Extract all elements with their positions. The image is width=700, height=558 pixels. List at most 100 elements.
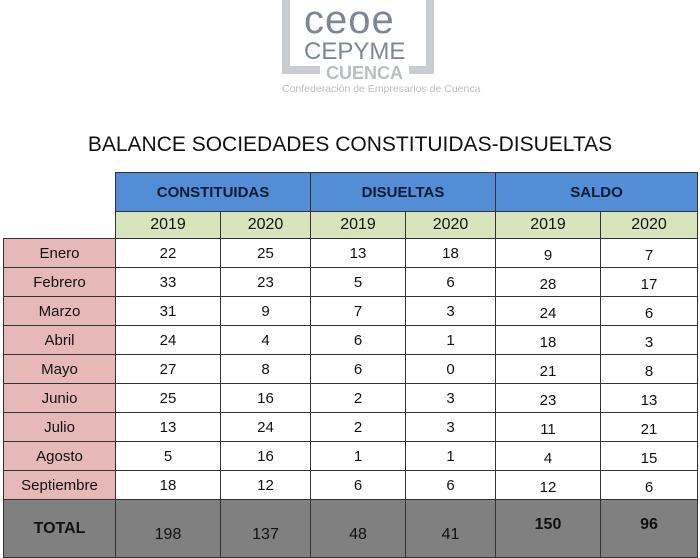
value-cell: 13 — [310, 238, 406, 268]
blank-cell — [3, 211, 116, 239]
value-cell: 2 — [310, 412, 406, 442]
value-cell: 4 — [220, 325, 311, 355]
value-cell: 12 — [495, 470, 601, 500]
value-cell: 21 — [495, 354, 601, 384]
total-cell: 48 — [310, 499, 406, 558]
value-cell: 7 — [310, 296, 406, 326]
value-cell: 27 — [115, 354, 221, 384]
value-cell: 23 — [495, 383, 601, 413]
value-cell: 22 — [115, 238, 221, 268]
value-cell: 7 — [600, 238, 698, 268]
value-cell: 1 — [405, 441, 496, 471]
value-cell: 9 — [495, 238, 601, 268]
month-label: Junio — [3, 383, 116, 413]
value-cell: 25 — [220, 238, 311, 268]
table-row: Septiembre 18 12 6 6 12 6 — [3, 470, 698, 500]
value-cell: 18 — [115, 470, 221, 500]
value-cell: 33 — [115, 267, 221, 297]
year-header: 2020 — [405, 211, 496, 239]
logo-tagline: Confederación de Empresarios de Cuenca — [282, 83, 481, 95]
table-row: Julio 13 24 2 3 11 21 — [3, 412, 698, 442]
ceoe-cepyme-logo: ceoe CEPYME CUENCA Confederación de Empr… — [282, 0, 480, 96]
value-cell: 18 — [405, 238, 496, 268]
value-cell: 3 — [405, 296, 496, 326]
year-header: 2020 — [600, 211, 698, 239]
page-title: BALANCE SOCIEDADES CONSTITUIDAS-DISUELTA… — [87, 133, 613, 156]
table-row: Mayo 27 8 6 0 21 8 — [3, 354, 698, 384]
value-cell: 24 — [495, 296, 601, 326]
logo-text: CUENCA — [320, 64, 410, 82]
value-cell: 3 — [405, 412, 496, 442]
value-cell: 24 — [220, 412, 311, 442]
year-header: 2019 — [310, 211, 406, 239]
blank-cell — [3, 172, 116, 212]
month-label: Enero — [3, 238, 116, 268]
balance-table: CONSTITUIDAS DISUELTAS SALDO 2019 2020 201… — [3, 172, 698, 558]
logo-text: CEPYME — [304, 38, 406, 65]
value-cell: 31 — [115, 296, 221, 326]
group-header: CONSTITUIDAS — [115, 172, 311, 212]
value-cell: 12 — [220, 470, 311, 500]
month-label: Julio — [3, 412, 116, 442]
value-cell: 18 — [495, 325, 601, 355]
year-header-row: 2019 2020 2019 2020 2019 2020 — [3, 211, 698, 239]
year-header: 2020 — [220, 211, 311, 239]
month-label: Septiembre — [3, 470, 116, 500]
month-label: Mayo — [3, 354, 116, 384]
value-cell: 5 — [310, 267, 406, 297]
value-cell: 16 — [220, 441, 311, 471]
value-cell: 3 — [405, 383, 496, 413]
month-label: Agosto — [3, 441, 116, 471]
value-cell: 8 — [600, 354, 698, 384]
value-cell: 2 — [310, 383, 406, 413]
value-cell: 17 — [600, 267, 698, 297]
value-cell: 16 — [220, 383, 311, 413]
value-cell: 13 — [115, 412, 221, 442]
total-cell: 41 — [405, 499, 496, 558]
table-row: Agosto 5 16 1 1 4 15 — [3, 441, 698, 471]
value-cell: 11 — [495, 412, 601, 442]
table-row: Junio 25 16 2 3 23 13 — [3, 383, 698, 413]
value-cell: 23 — [220, 267, 311, 297]
month-label: Abril — [3, 325, 116, 355]
value-cell: 6 — [310, 470, 406, 500]
value-cell: 25 — [115, 383, 221, 413]
value-cell: 6 — [310, 325, 406, 355]
table-row: Marzo 31 9 7 3 24 6 — [3, 296, 698, 326]
value-cell: 9 — [220, 296, 311, 326]
value-cell: 1 — [310, 441, 406, 471]
value-cell: 1 — [405, 325, 496, 355]
table-row: Enero 22 25 13 18 9 7 — [3, 238, 698, 268]
value-cell: 13 — [600, 383, 698, 413]
value-cell: 6 — [405, 470, 496, 500]
group-header: SALDO — [495, 172, 698, 212]
year-header: 2019 — [495, 211, 601, 239]
value-cell: 24 — [115, 325, 221, 355]
total-label: TOTAL — [3, 499, 116, 558]
logo-text: ceoe — [304, 0, 395, 42]
value-cell: 8 — [220, 354, 311, 384]
total-cell: 150 — [495, 499, 601, 558]
table-row: Abril 24 4 6 1 18 3 — [3, 325, 698, 355]
group-header-row: CONSTITUIDAS DISUELTAS SALDO — [3, 172, 698, 212]
value-cell: 28 — [495, 267, 601, 297]
total-cell: 198 — [115, 499, 221, 558]
value-cell: 6 — [310, 354, 406, 384]
value-cell: 0 — [405, 354, 496, 384]
group-header: DISUELTAS — [310, 172, 496, 212]
month-label: Marzo — [3, 296, 116, 326]
total-cell: 96 — [600, 499, 698, 558]
value-cell: 6 — [600, 296, 698, 326]
value-cell: 15 — [600, 441, 698, 471]
total-row: TOTAL 198 137 48 41 150 96 — [3, 499, 698, 558]
value-cell: 6 — [600, 470, 698, 500]
value-cell: 5 — [115, 441, 221, 471]
value-cell: 6 — [405, 267, 496, 297]
year-header: 2019 — [115, 211, 221, 239]
month-label: Febrero — [3, 267, 116, 297]
value-cell: 4 — [495, 441, 601, 471]
value-cell: 21 — [600, 412, 698, 442]
table-row: Febrero 33 23 5 6 28 17 — [3, 267, 698, 297]
value-cell: 3 — [600, 325, 698, 355]
total-cell: 137 — [220, 499, 311, 558]
